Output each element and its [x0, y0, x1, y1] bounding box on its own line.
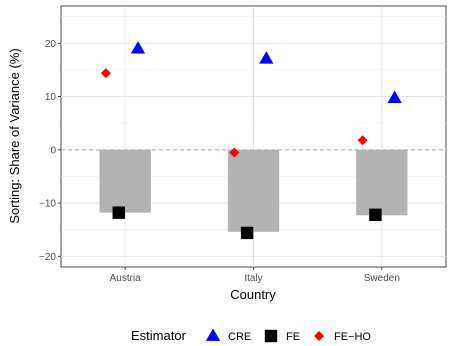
legend-label-square: FE [286, 331, 300, 343]
point-triangle-austria [130, 41, 146, 54]
legend-label-triangle: CRE [228, 331, 251, 343]
y-axis-ticks: −20 −10 0 10 20 [39, 39, 61, 263]
legend-items: CRE FE FE−HO [205, 328, 371, 343]
y-tick-label: 0 [50, 145, 56, 156]
legend-label-diamond: FE−HO [334, 331, 371, 343]
x-axis-ticks: Austria Italy Sweden [110, 267, 400, 284]
points [100, 41, 402, 240]
bars [99, 149, 408, 232]
point-triangle-sweden [387, 90, 402, 104]
y-tick-label: −20 [39, 252, 56, 263]
legend-key-triangle [205, 328, 221, 341]
legend-key-diamond [314, 331, 324, 341]
x-tick-label: Sweden [364, 273, 400, 284]
x-axis-title: Country [230, 287, 276, 302]
point-square-italy [240, 226, 254, 240]
bar-austria [99, 149, 151, 213]
point-square-sweden [369, 208, 382, 221]
y-tick-label: 20 [45, 39, 57, 50]
bar-italy [227, 149, 280, 232]
point-diamond-austria [100, 68, 111, 79]
point-diamond-italy [229, 147, 240, 158]
y-tick-label: −10 [39, 199, 56, 210]
legend: Estimator CRE FE FE−HO [131, 328, 371, 343]
point-triangle-italy [259, 51, 274, 64]
point-square-austria [112, 206, 125, 219]
x-tick-label: Austria [110, 273, 142, 284]
y-axis-title: Sorting: Share of Variance (%) [7, 48, 22, 223]
y-tick-label: 10 [45, 92, 57, 103]
bar-sweden [356, 149, 408, 216]
point-diamond-sweden [357, 135, 368, 146]
x-tick-label: Italy [244, 273, 262, 284]
legend-title: Estimator [131, 328, 187, 343]
legend-key-square [264, 329, 278, 343]
